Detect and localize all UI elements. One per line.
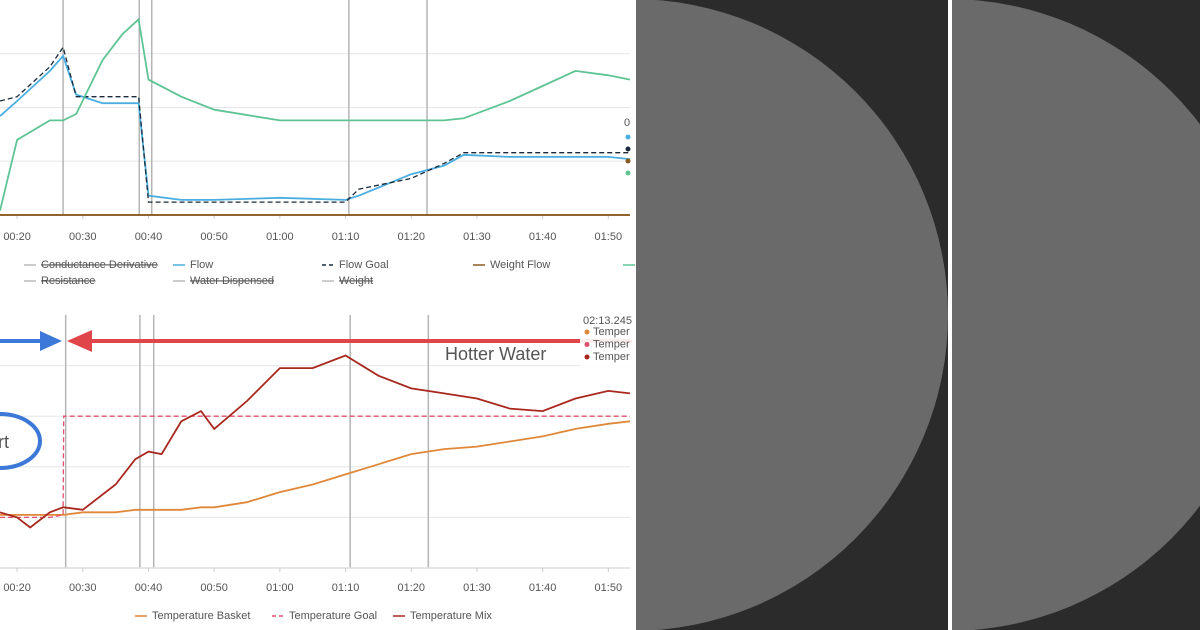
tooltip-item: Temper xyxy=(593,338,630,350)
x-tick-label: 01:50 xyxy=(595,231,623,243)
series-line xyxy=(0,45,630,203)
red-arrowhead xyxy=(67,330,92,352)
legend-label: Flow xyxy=(190,259,213,271)
x-tick-label: 01:40 xyxy=(529,582,557,594)
legend-label: Temperature Mix xyxy=(410,610,492,622)
x-tick-label: 01:20 xyxy=(397,231,425,243)
plots: 00:20 00:30 00:40 00:50 01:00 01:10 01:20 01:30… xyxy=(0,0,635,622)
tooltip-dot xyxy=(584,342,590,347)
legend-label: Temperature Goal xyxy=(289,610,377,622)
x-tick-label: 00:50 xyxy=(200,231,228,243)
tooltip-dot xyxy=(625,158,631,164)
legend-label: Temperature Basket xyxy=(152,610,250,622)
legend-label: Weight Flow xyxy=(490,259,550,271)
x-tick-label: 00:50 xyxy=(200,582,228,594)
series-line xyxy=(0,415,630,519)
x-tick-label: 01:50 xyxy=(595,582,623,594)
legend-label: Resistance xyxy=(41,275,95,287)
tooltip-item: Temper xyxy=(593,351,630,363)
series-line xyxy=(0,354,631,529)
legend-label: Flow Goal xyxy=(339,259,389,271)
annotation: rt xyxy=(0,432,9,452)
x-tick-label: 00:30 xyxy=(69,582,97,594)
x-tick-label: 00:20 xyxy=(3,231,31,243)
x-tick-label: 01:10 xyxy=(332,582,360,594)
x-tick-label: 00:40 xyxy=(135,231,163,243)
blue-arrowhead xyxy=(40,331,62,351)
blue-ellipse xyxy=(0,412,42,470)
tooltip-title: 0 xyxy=(624,117,630,129)
x-tick-label: 00:20 xyxy=(3,582,31,594)
x-tick-label: 01:30 xyxy=(463,231,491,243)
series-line xyxy=(0,420,631,516)
x-tick-label: 00:40 xyxy=(135,582,163,594)
annotation: Hotter Water xyxy=(445,344,546,364)
x-tick-label: 01:10 xyxy=(332,231,360,243)
x-tick-label: 01:00 xyxy=(266,231,294,243)
chart-panel xyxy=(0,0,632,630)
legend-label: Water Dispensed xyxy=(190,275,274,287)
circle xyxy=(636,0,948,630)
tooltip-dot xyxy=(625,146,631,152)
legend-label: Weight xyxy=(339,275,373,287)
x-tick-label: 01:20 xyxy=(397,582,425,594)
x-tick-label: 01:40 xyxy=(529,231,557,243)
tooltip-item: Temper xyxy=(593,326,630,338)
tooltip-dot xyxy=(625,134,631,140)
tooltip-title: 02:13.245 xyxy=(583,315,632,327)
x-tick-label: 01:00 xyxy=(266,582,294,594)
x-tick-label: 01:30 xyxy=(463,582,491,594)
legend-label: Conductance Derivative xyxy=(41,259,158,271)
series-line xyxy=(0,17,631,211)
tooltip-dot xyxy=(584,329,590,335)
tooltip-dot xyxy=(584,354,590,360)
x-tick-label: 00:30 xyxy=(69,231,97,243)
series-line xyxy=(0,54,631,201)
tooltip-dot xyxy=(625,170,631,176)
circle xyxy=(952,0,1200,630)
